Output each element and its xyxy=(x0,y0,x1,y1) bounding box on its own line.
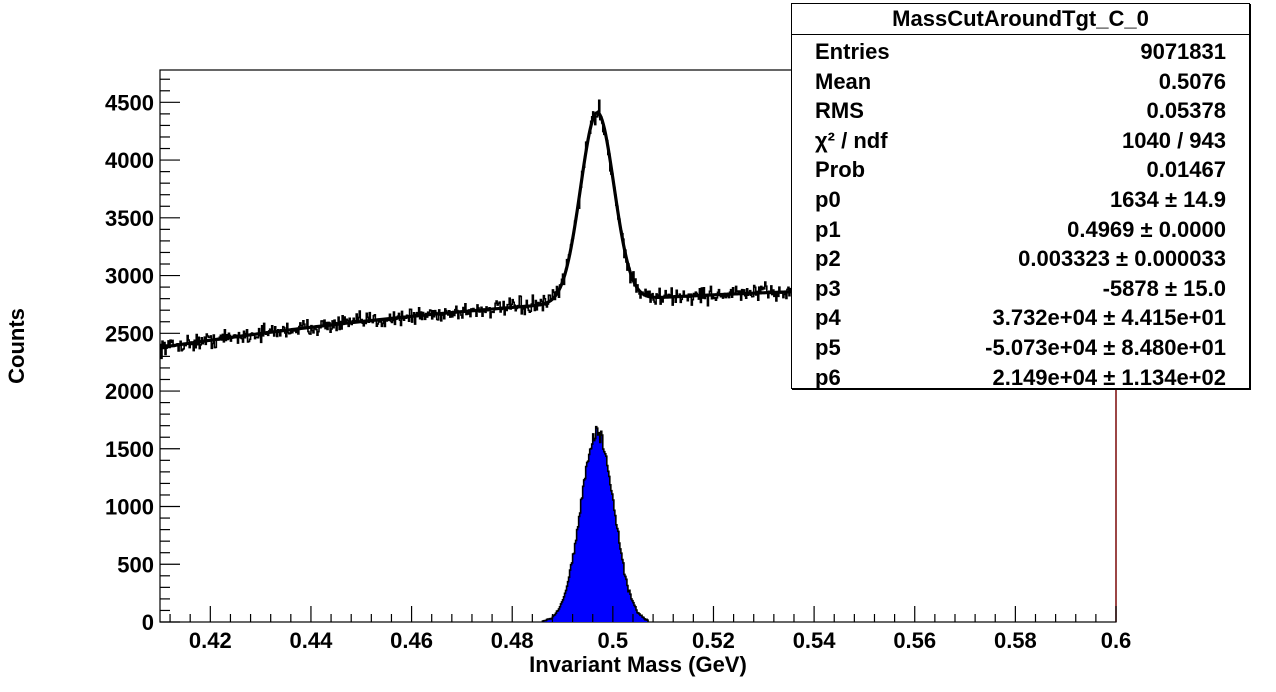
stats-row: Prob 0.01467 xyxy=(792,155,1249,185)
stats-row: p4 3.732e+04 ± 4.415e+01 xyxy=(792,303,1249,333)
signal-peak-fill xyxy=(542,426,649,622)
y-tick-label: 3500 xyxy=(105,206,154,231)
stats-row: p3 -5878 ± 15.0 xyxy=(792,274,1249,304)
stats-param-value: 3.732e+04 ± 4.415e+01 xyxy=(992,305,1226,331)
x-tick-label: 0.58 xyxy=(994,628,1037,653)
fit-curve xyxy=(159,110,885,350)
stats-row: p5 -5.073e+04 ± 8.480e+01 xyxy=(792,333,1249,363)
stats-row: p0 1634 ± 14.9 xyxy=(792,185,1249,215)
stats-param-value: 0.4969 ± 0.0000 xyxy=(1067,216,1226,242)
stats-param-name: p2 xyxy=(815,246,841,272)
stats-param-value: 1634 ± 14.9 xyxy=(1109,186,1226,212)
x-tick-label: 0.42 xyxy=(189,628,232,653)
stats-row: RMS 0.05378 xyxy=(792,96,1249,126)
x-tick-label: 0.6 xyxy=(1101,628,1132,653)
x-tick-label: 0.48 xyxy=(491,628,534,653)
y-tick-label: 1000 xyxy=(105,495,154,520)
stats-row: Entries 9071831 xyxy=(792,37,1249,67)
stats-param-value: 0.5076 xyxy=(1158,68,1226,94)
stats-row: p1 0.4969 ± 0.0000 xyxy=(792,215,1249,245)
y-tick-label: 3000 xyxy=(105,264,154,289)
x-tick-label: 0.5 xyxy=(598,628,629,653)
x-tick-label: 0.52 xyxy=(692,628,735,653)
stats-row: Mean 0.5076 xyxy=(792,67,1249,97)
y-tick-label: 4000 xyxy=(105,148,154,173)
x-tick-label: 0.56 xyxy=(893,628,936,653)
stats-title: MassCutAroundTgt_C_0 xyxy=(792,4,1249,35)
stats-param-value: 2.149e+04 ± 1.134e+02 xyxy=(992,364,1226,390)
y-tick-label: 500 xyxy=(117,552,154,577)
y-tick-label: 1500 xyxy=(105,437,154,462)
stats-row: χ² / ndf 1040 / 943 xyxy=(792,126,1249,156)
y-tick-label: 4500 xyxy=(105,90,154,115)
stats-param-name: RMS xyxy=(815,98,864,124)
stats-param-name: p5 xyxy=(815,334,841,360)
stats-param-value: -5.073e+04 ± 8.480e+01 xyxy=(985,334,1226,360)
x-tick-label: 0.46 xyxy=(390,628,433,653)
stats-param-name: p3 xyxy=(815,275,841,301)
stats-param-value: 0.003323 ± 0.000033 xyxy=(1018,246,1226,272)
stats-param-name: Entries xyxy=(815,39,890,64)
x-tick-label: 0.54 xyxy=(793,628,837,653)
stats-param-name: p6 xyxy=(815,364,841,390)
stats-param-value: 1040 / 943 xyxy=(1122,127,1226,153)
y-tick-label: 0 xyxy=(142,610,154,635)
stats-row: p6 2.149e+04 ± 1.134e+02 xyxy=(792,363,1249,393)
y-tick-label: 2500 xyxy=(105,321,154,346)
x-axis-title: Invariant Mass (GeV) xyxy=(529,652,747,677)
signal-peak-outline xyxy=(541,425,649,623)
stats-box: MassCutAroundTgt_C_0 Entries 9071831 Mean 0… xyxy=(791,3,1250,390)
stats-param-value: 9071831 xyxy=(1140,39,1226,64)
stats-row: p2 0.003323 ± 0.000033 xyxy=(792,244,1249,274)
stats-param-name: p0 xyxy=(815,186,841,212)
x-tick-label: 0.44 xyxy=(290,628,334,653)
stats-param-name: p1 xyxy=(815,216,841,242)
y-axis-title: Counts xyxy=(4,308,29,384)
stats-param-name: p4 xyxy=(815,305,841,331)
stats-param-value: 0.05378 xyxy=(1146,98,1226,124)
y-tick-label: 2000 xyxy=(105,379,154,404)
stats-param-name: Mean xyxy=(815,68,872,94)
stats-param-name: χ² / ndf xyxy=(815,127,888,153)
stats-param-value: 0.01467 xyxy=(1146,157,1226,183)
stats-param-value: -5878 ± 15.0 xyxy=(1102,275,1226,301)
stats-param-name: Prob xyxy=(815,157,866,183)
